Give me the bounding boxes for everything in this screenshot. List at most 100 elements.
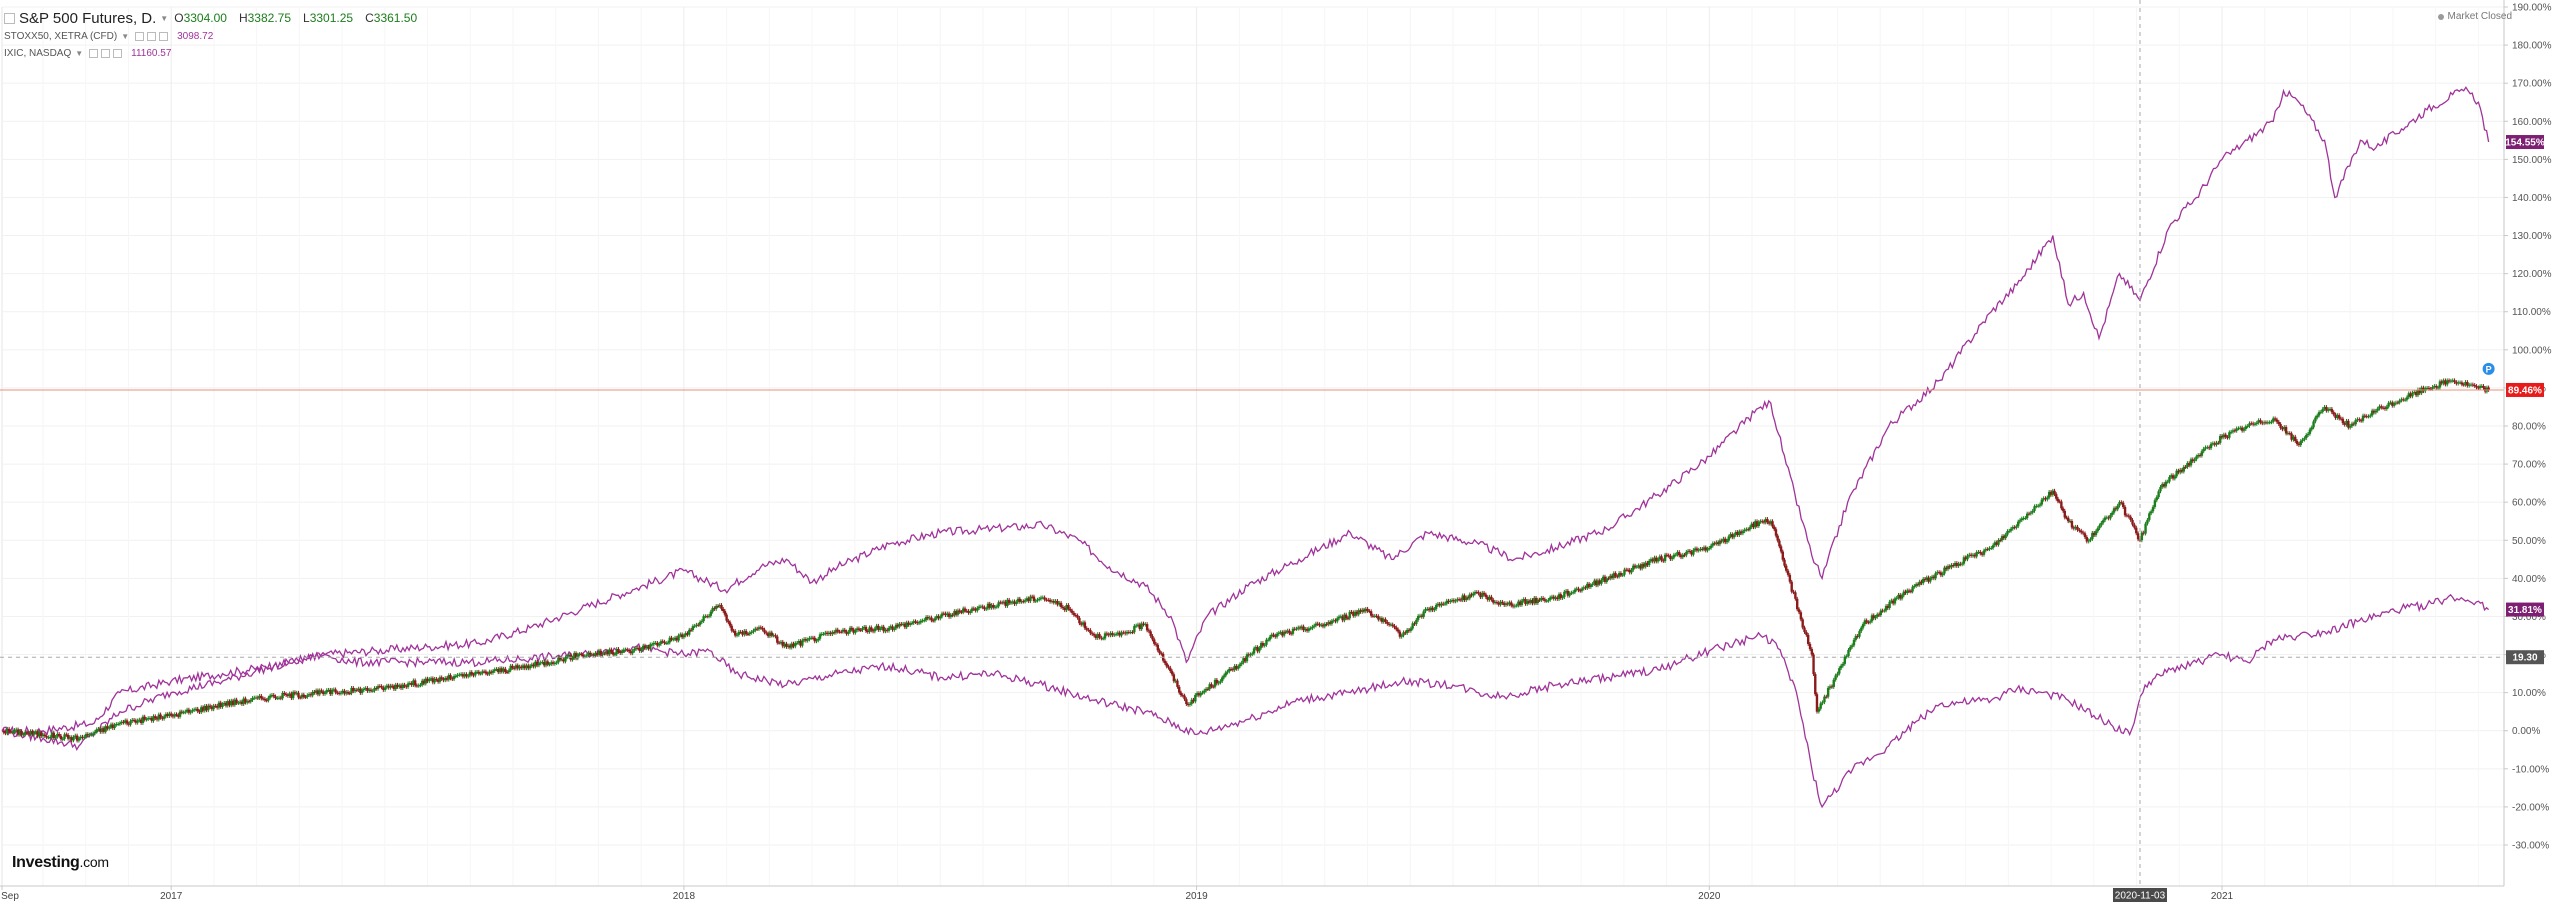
candle-body	[2103, 517, 2107, 521]
settings-icon[interactable]	[89, 49, 99, 58]
candle-body	[2427, 387, 2431, 389]
candle-body	[314, 690, 318, 693]
candle-body	[722, 608, 725, 612]
chevron-down-icon[interactable]: ▼	[75, 49, 84, 58]
candle-body	[1632, 565, 1635, 570]
x-axis[interactable]: Sep 2017 2018 2019 2020 2021 2020-11-03	[0, 885, 2504, 902]
candle-body	[461, 674, 465, 677]
candle-body	[1288, 630, 1291, 634]
candle-body	[452, 676, 456, 680]
candle-body	[173, 714, 176, 717]
candle-body	[444, 678, 447, 681]
candle-body	[2319, 411, 2323, 413]
candle-body	[1265, 639, 1268, 645]
candle-body	[2233, 430, 2237, 432]
candle-body	[1020, 601, 1023, 603]
candle-body	[1686, 550, 1690, 552]
candle-body	[1626, 569, 1630, 571]
candle-body	[1052, 601, 1055, 603]
candle-body	[449, 675, 452, 679]
candle-body	[422, 680, 426, 684]
candle-body	[1541, 598, 1545, 600]
candle-body	[840, 631, 843, 633]
candle-body	[481, 671, 484, 674]
candle-body	[859, 629, 862, 631]
candle-body	[451, 678, 454, 680]
candle-body	[1426, 608, 1429, 610]
close-icon[interactable]	[113, 49, 123, 58]
candle-body	[2425, 387, 2429, 389]
chevron-down-icon[interactable]: ▼	[121, 32, 130, 41]
candle-body	[785, 643, 788, 647]
candle-body	[2114, 508, 2118, 510]
candle-body	[332, 689, 336, 691]
candle-body	[1713, 543, 1716, 545]
candle-body	[1018, 598, 1022, 602]
candle-body	[2262, 422, 2266, 424]
compare-symbol[interactable]: IXIC, NASDAQ	[4, 48, 72, 59]
candle-body	[1510, 602, 1513, 606]
candle-body	[1580, 588, 1584, 591]
legend-main-row[interactable]: S&P 500 Futures, D. ▼ O3304.00 H3382.75 …	[4, 8, 429, 28]
main-symbol[interactable]: S&P 500 Futures, D	[19, 9, 153, 27]
candle-body	[1371, 615, 1375, 617]
chevron-down-icon[interactable]: ▼	[160, 13, 169, 23]
candle-body	[832, 632, 836, 634]
candle-body	[1069, 608, 1072, 611]
candle-body	[1134, 625, 1138, 627]
candle-body	[1834, 675, 1837, 680]
legend-compare-row[interactable]: IXIC, NASDAQ ▼ 11160.57	[4, 45, 429, 62]
candle-body	[1274, 635, 1277, 637]
collapse-icon[interactable]	[4, 12, 15, 24]
candle-body	[684, 633, 687, 636]
candle-body	[854, 630, 857, 633]
candle-body	[1348, 611, 1351, 619]
candle-body	[468, 672, 472, 676]
candle-body	[2072, 527, 2075, 529]
hide-icon[interactable]	[147, 32, 157, 41]
candle-body	[670, 637, 673, 640]
candle-body	[2294, 436, 2297, 442]
candle-body	[84, 734, 88, 737]
y-axis[interactable]: 190.00% 180.00% 170.00% 160.00% 150.00% 140.0…	[2503, 0, 2552, 886]
candle-body	[716, 606, 720, 608]
candle-body	[2198, 455, 2202, 457]
candle-body	[309, 694, 313, 696]
candle-body	[493, 669, 496, 672]
candle-body	[1380, 618, 1384, 622]
candle-body	[1609, 575, 1612, 579]
candle-body	[1072, 612, 1076, 615]
candle-body	[725, 614, 728, 621]
candle-body	[1607, 578, 1610, 580]
candle-body	[463, 674, 466, 677]
candle-body	[2161, 484, 2164, 487]
candle-body	[668, 637, 671, 643]
candle-body	[2053, 490, 2056, 495]
legend-compare-row[interactable]: STOXX50, XETRA (CFD) ▼ 3098.72	[4, 28, 429, 45]
settings-icon[interactable]	[135, 32, 145, 41]
marker-icon[interactable]	[2482, 362, 2495, 375]
candle-body	[1153, 639, 1156, 644]
close-icon[interactable]	[159, 32, 169, 41]
ohlc-open: O3304.00	[174, 11, 227, 25]
candle-body	[219, 702, 222, 707]
candle-body	[1452, 600, 1456, 602]
candle-body	[283, 692, 286, 695]
candle-body	[741, 631, 744, 635]
candle-body	[290, 693, 293, 699]
compare-symbol[interactable]: STOXX50, XETRA (CFD)	[4, 31, 118, 42]
candle-body	[2469, 384, 2473, 386]
y-tick-label: 140.00%	[2512, 193, 2552, 204]
candle-body	[359, 688, 362, 693]
candle-body	[166, 714, 169, 716]
candle-body	[1355, 611, 1359, 615]
candle-body	[1058, 602, 1061, 605]
candle-body	[1828, 686, 1832, 688]
candle-body	[491, 671, 495, 673]
candle-body	[178, 711, 182, 717]
candle-body	[1764, 518, 1767, 523]
hide-icon[interactable]	[101, 49, 111, 58]
candle-body	[636, 647, 640, 649]
candle-body	[2162, 484, 2166, 487]
